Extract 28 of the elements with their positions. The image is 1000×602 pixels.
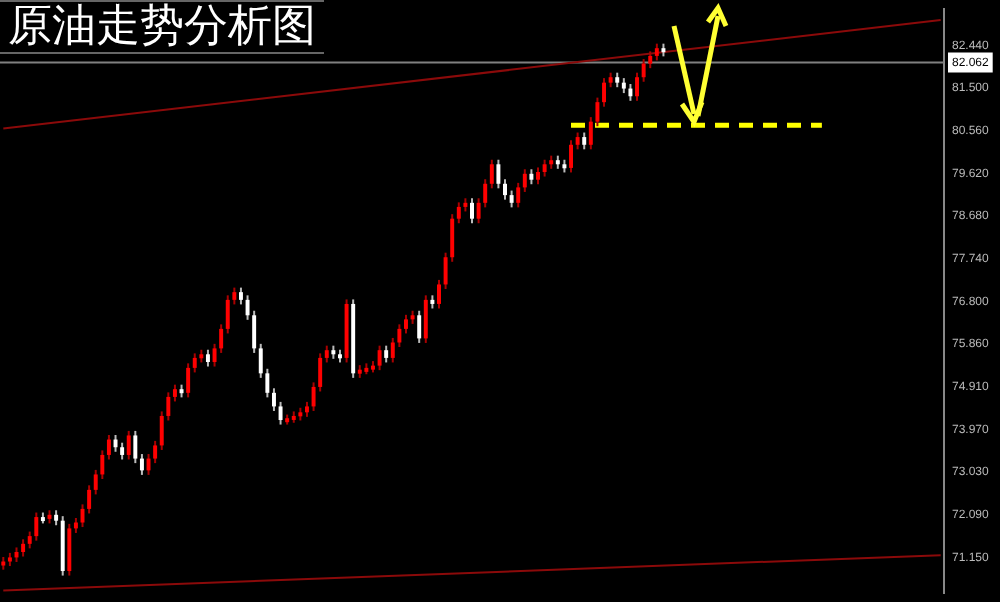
candlestick	[516, 181, 521, 209]
candlestick	[437, 278, 441, 310]
candlestick	[377, 344, 382, 372]
candlestick	[522, 168, 527, 193]
candlestick	[423, 294, 428, 344]
candlestick	[503, 178, 507, 201]
candlestick	[34, 511, 39, 542]
candlestick	[192, 352, 197, 374]
candlestick	[126, 429, 131, 461]
candlestick	[186, 362, 191, 399]
candlestick	[404, 313, 408, 335]
candlestick	[569, 139, 573, 174]
candlestick	[106, 434, 111, 461]
candlestick	[278, 400, 283, 426]
candlestick	[496, 158, 501, 190]
candlestick	[470, 197, 474, 225]
candlestick	[489, 158, 494, 190]
candlestick	[635, 71, 640, 102]
candlestick	[456, 201, 461, 225]
chart-title: 原油走势分析图	[0, 0, 324, 54]
candlestick	[67, 522, 72, 577]
candlestick	[225, 294, 230, 335]
candlestick	[271, 387, 276, 412]
candlestick	[602, 77, 607, 108]
candlestick	[139, 453, 144, 476]
candlestick	[133, 429, 138, 465]
candlestick	[641, 58, 646, 83]
candlestick	[417, 309, 422, 344]
